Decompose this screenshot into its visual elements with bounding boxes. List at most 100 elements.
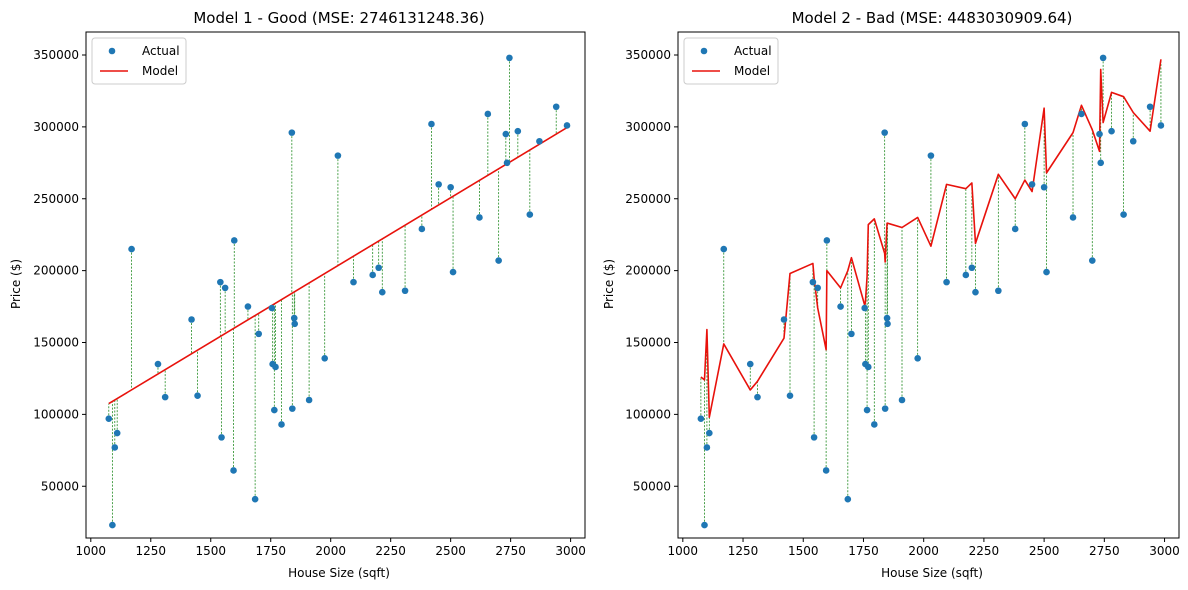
data-point — [484, 110, 492, 118]
x-tick-label: 1750 — [848, 544, 879, 558]
model-line — [108, 126, 568, 405]
data-point — [321, 355, 329, 362]
x-tick-label: 2500 — [435, 544, 466, 558]
data-point — [884, 320, 891, 328]
actual-points — [105, 54, 571, 529]
data-point — [350, 278, 357, 286]
data-point — [968, 264, 976, 272]
x-tick-label: 2000 — [908, 544, 939, 558]
chart-title: Model 1 - Good (MSE: 2746131248.36) — [193, 9, 484, 27]
data-point — [255, 330, 263, 338]
legend-label-model: Model — [734, 64, 770, 78]
data-point — [290, 314, 298, 322]
data-point — [476, 214, 483, 221]
chart-model-1: Model 1 - Good (MSE: 2746131248.36) Hous… — [9, 9, 586, 580]
data-point — [871, 421, 878, 428]
data-point — [268, 304, 276, 312]
legend-label-actual: Actual — [734, 44, 772, 58]
data-point — [863, 406, 871, 414]
data-point — [128, 245, 135, 253]
axes-frame — [677, 31, 1180, 539]
data-point — [447, 183, 454, 191]
y-tick-label: 300000 — [625, 120, 671, 134]
legend-marker-actual — [108, 47, 116, 55]
y-tick-label: 250000 — [625, 192, 671, 206]
data-point — [111, 444, 119, 451]
data-point — [1078, 110, 1085, 118]
legend: Actual Model — [683, 37, 779, 85]
data-point — [503, 159, 511, 167]
data-point — [536, 137, 543, 145]
y-tick-label: 350000 — [625, 48, 671, 62]
y-tick-label: 50000 — [633, 479, 671, 493]
y-tick-label: 100000 — [33, 407, 79, 421]
data-point — [221, 284, 229, 292]
data-point — [883, 314, 891, 322]
model-line — [700, 59, 1162, 419]
data-point — [449, 268, 457, 276]
data-point — [746, 360, 754, 368]
legend: Actual Model — [91, 37, 187, 85]
data-point — [823, 237, 831, 244]
data-point — [334, 152, 342, 159]
data-point — [506, 54, 513, 62]
x-ticks: 1000 1250 1500 1750 2000 2250 2500 2750 3000 — [668, 538, 1180, 558]
y-ticks: 50000 100000 150000 200000 250000 300000 35000… — [33, 48, 86, 493]
data-point — [218, 434, 225, 441]
data-point — [271, 406, 278, 414]
data-point — [995, 287, 1002, 295]
data-point — [881, 405, 889, 412]
x-tick-label: 3000 — [555, 544, 586, 558]
data-point — [105, 415, 113, 422]
x-tick-label: 2750 — [1089, 544, 1120, 558]
legend-marker-actual — [700, 47, 708, 55]
data-point — [814, 284, 822, 292]
chart-title: Model 2 - Bad (MSE: 4483030909.64) — [792, 9, 1073, 27]
data-point — [972, 288, 979, 296]
data-point — [1120, 211, 1127, 218]
data-point — [305, 396, 313, 404]
data-point — [230, 237, 238, 244]
y-tick-label: 350000 — [33, 48, 79, 62]
data-point — [1129, 137, 1137, 145]
data-point — [810, 434, 818, 441]
data-point — [837, 303, 844, 310]
x-tick-label: 1500 — [195, 544, 226, 558]
data-point — [526, 211, 534, 218]
legend-label-actual: Actual — [142, 44, 180, 58]
data-point — [754, 393, 761, 401]
data-point — [1099, 54, 1107, 62]
data-point — [809, 278, 817, 286]
data-point — [369, 271, 376, 279]
data-point — [552, 103, 560, 111]
data-point — [943, 278, 950, 286]
data-point — [375, 264, 382, 272]
y-tick-label: 200000 — [625, 264, 671, 278]
x-tick-label: 2750 — [495, 544, 526, 558]
legend-label-model: Model — [142, 64, 178, 78]
x-tick-label: 1750 — [255, 544, 286, 558]
data-point — [230, 467, 237, 474]
data-point — [289, 405, 296, 412]
data-point — [495, 257, 502, 264]
x-tick-label: 2250 — [969, 544, 1000, 558]
y-ticks: 50000 100000 150000 200000 250000 300000 35000… — [625, 48, 678, 493]
y-tick-label: 250000 — [33, 192, 79, 206]
data-point — [217, 278, 224, 286]
data-point — [1097, 159, 1105, 167]
data-point — [697, 415, 705, 422]
data-point — [291, 320, 299, 328]
data-point — [861, 304, 868, 312]
data-point — [1088, 257, 1096, 264]
x-axis-label: House Size (sqft) — [288, 566, 390, 580]
data-point — [848, 330, 855, 338]
legend-box — [91, 37, 187, 85]
data-point — [161, 393, 169, 401]
x-tick-label: 1250 — [728, 544, 759, 558]
data-point — [401, 287, 409, 295]
x-tick-label: 1000 — [76, 544, 107, 558]
y-axis-label: Price ($) — [602, 259, 616, 309]
data-point — [272, 363, 279, 371]
chart-model-2: Model 2 - Bad (MSE: 4483030909.64) House… — [602, 9, 1180, 580]
data-point — [881, 129, 888, 136]
